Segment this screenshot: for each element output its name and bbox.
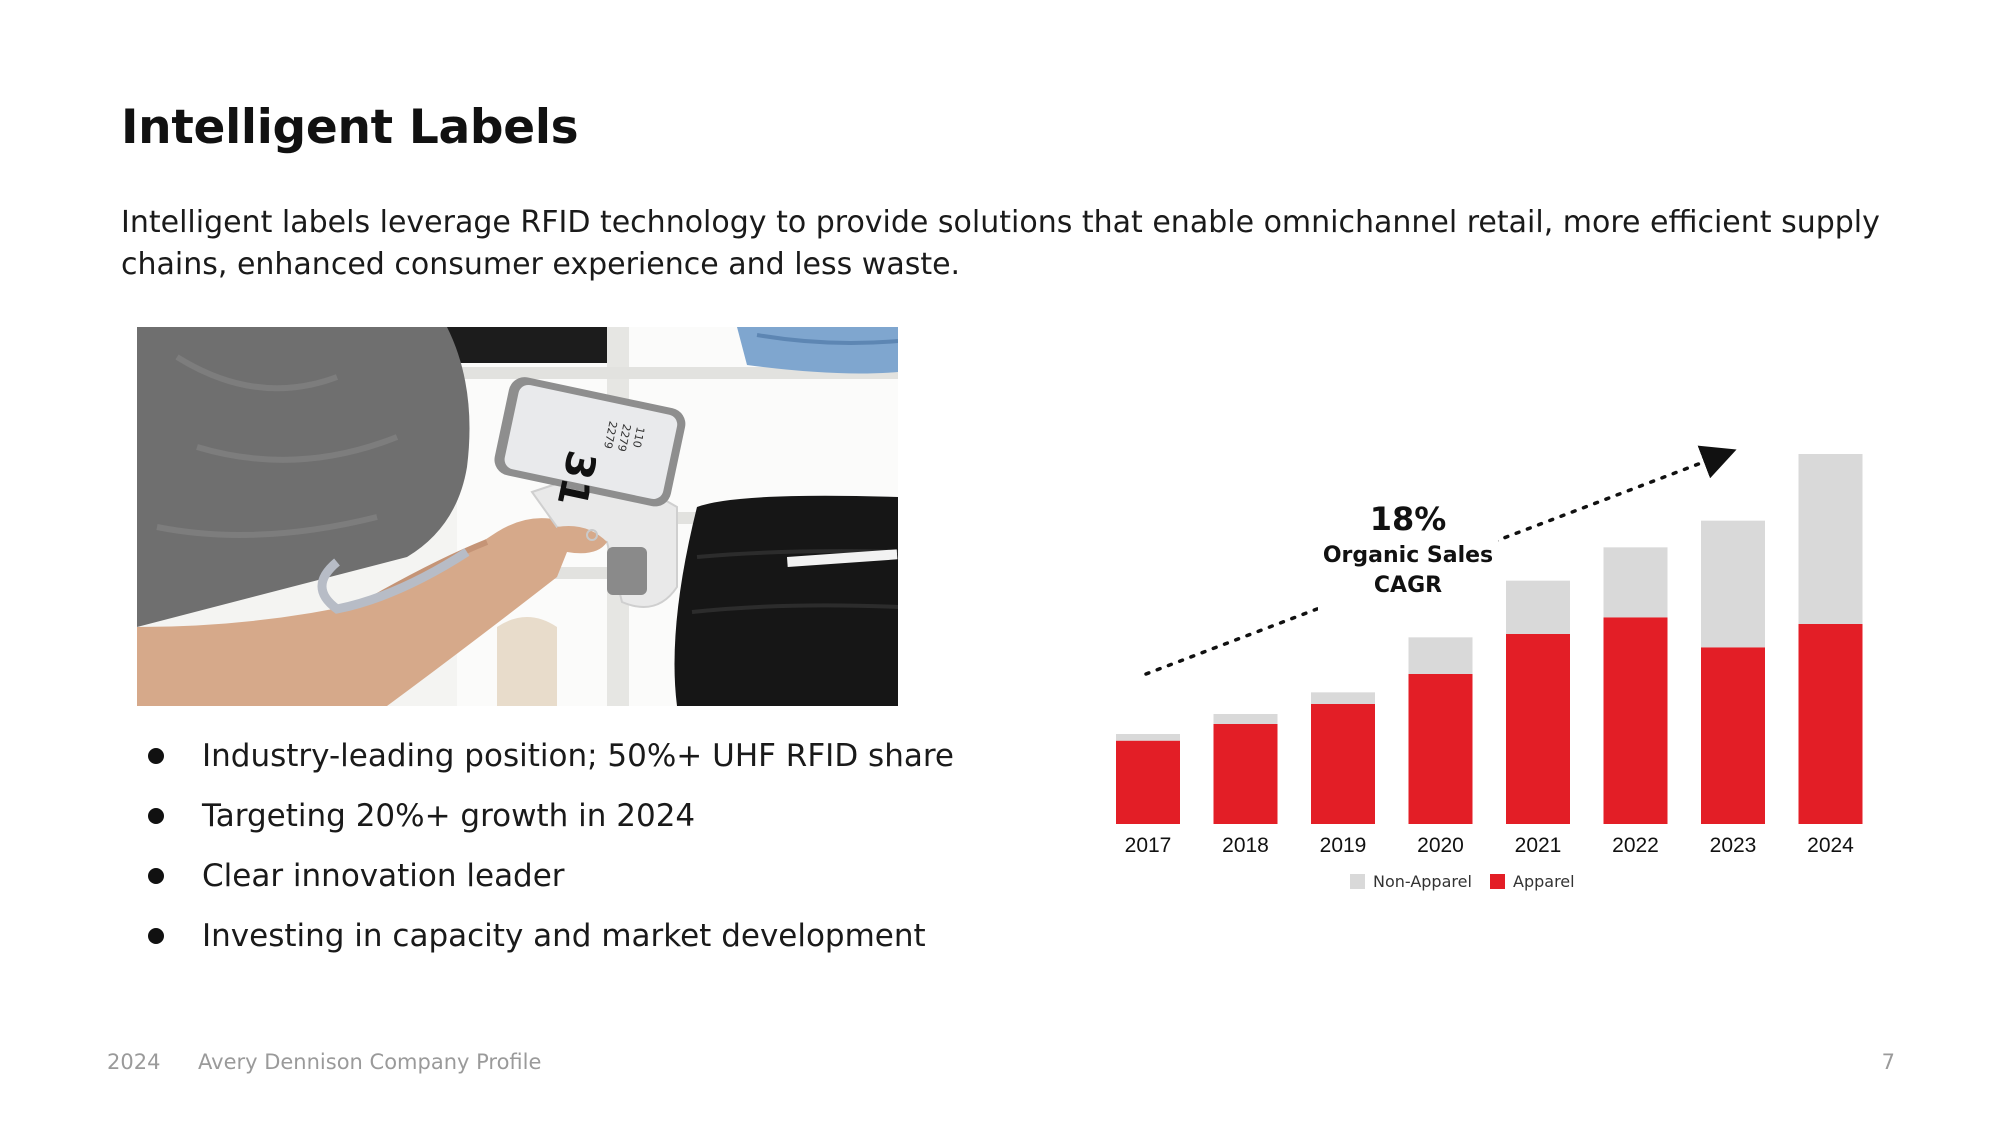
bar-apparel-2019 [1311,704,1375,824]
bar-non-apparel-2019 [1311,692,1375,704]
bullet-dot [148,808,164,824]
bullet-text: Investing in capacity and market develop… [202,918,926,954]
bullet-dot [148,748,164,764]
legend-swatch-apparel [1490,874,1505,889]
bar-non-apparel-2020 [1408,637,1473,674]
bar-apparel-2021 [1506,634,1570,824]
annotation-backdrop [1318,490,1498,620]
bar-non-apparel-2024 [1798,454,1863,624]
bar-apparel-2017 [1116,740,1180,824]
x-tick-label-2023: 2023 [1710,834,1757,857]
cagr-label-line2: CAGR [1374,573,1442,598]
bullet-item: Industry-leading position; 50%+ UHF RFID… [148,726,954,786]
x-tick-label-2022: 2022 [1612,834,1659,857]
page-number: 7 [1881,1050,1895,1074]
bullet-dot [148,928,164,944]
cagr-value: 18% [1370,500,1447,538]
x-tick-label-2019: 2019 [1320,834,1367,857]
x-tick-label-2024: 2024 [1807,834,1854,857]
scanner-line-1: 2279 [601,420,620,450]
scanner-line-2: 2279 [615,423,634,453]
bullet-text: Targeting 20%+ growth in 2024 [202,798,696,834]
scanner-count: 31 [548,447,605,511]
bullet-dot [148,868,164,884]
legend-label-apparel: Apparel [1513,872,1575,891]
rfid-scanner-photo: 31 2279 2279 110 [137,327,898,706]
bar-non-apparel-2021 [1506,580,1570,634]
bar-apparel-2024 [1798,624,1863,824]
bullet-item: Investing in capacity and market develop… [148,906,954,966]
x-tick-label-2017: 2017 [1125,834,1172,857]
slide-title: Intelligent Labels [121,100,579,155]
footer-company: Avery Dennison Company Profile [198,1050,542,1074]
bullet-list: Industry-leading position; 50%+ UHF RFID… [148,726,954,966]
bar-apparel-2022 [1603,617,1668,824]
legend-label-non-apparel: Non-Apparel [1373,872,1472,891]
bullet-item: Targeting 20%+ growth in 2024 [148,786,954,846]
bar-non-apparel-2022 [1603,547,1668,618]
bar-non-apparel-2018 [1213,714,1278,724]
scanner-line-3: 110 [630,426,647,449]
x-tick-label-2020: 2020 [1417,834,1464,857]
bar-apparel-2018 [1213,724,1278,824]
bar-non-apparel-2017 [1116,734,1180,741]
bullet-text: Industry-leading position; 50%+ UHF RFID… [202,738,954,774]
x-tick-label-2018: 2018 [1222,834,1269,857]
sales-bar-chart: 2017 2018 2019 2020 2021 2022 2023 2024 18% Org… [1116,445,1863,891]
chart-legend: Non-Apparel Apparel [1350,872,1575,891]
bar-non-apparel-2023 [1701,520,1765,648]
bullet-text: Clear innovation leader [202,858,565,894]
footer-year: 2024 [107,1050,161,1074]
bullet-item: Clear innovation leader [148,846,954,906]
intro-paragraph: Intelligent labels leverage RFID technol… [121,205,1880,282]
cagr-label-line1: Organic Sales [1323,543,1493,568]
legend-swatch-non-apparel [1350,874,1365,889]
bar-apparel-2023 [1701,647,1765,824]
bar-apparel-2020 [1408,674,1473,824]
x-tick-label-2021: 2021 [1515,834,1562,857]
